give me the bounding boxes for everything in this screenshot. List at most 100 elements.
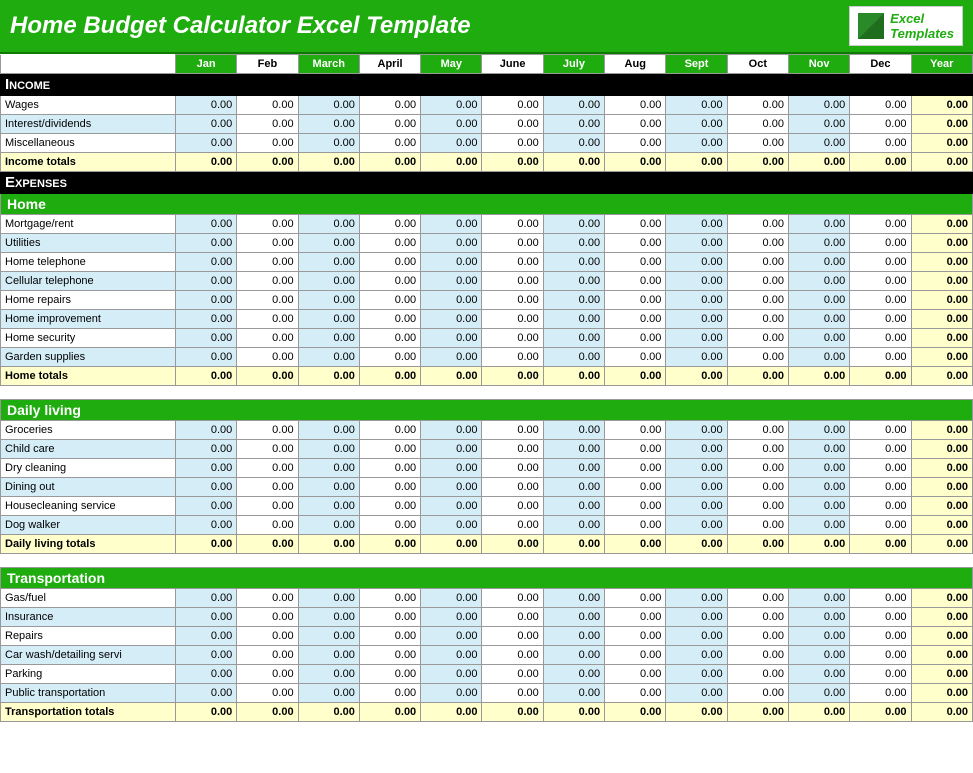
cell[interactable]: 0.00 <box>605 348 666 367</box>
cell[interactable]: 0.00 <box>788 516 849 535</box>
cell[interactable]: 0.00 <box>298 234 359 253</box>
cell[interactable]: 0.00 <box>666 348 727 367</box>
cell[interactable]: 0.00 <box>482 684 543 703</box>
row-label[interactable]: Housecleaning service <box>1 497 176 516</box>
cell[interactable]: 0.00 <box>543 215 604 234</box>
cell[interactable]: 0.00 <box>421 115 482 134</box>
cell[interactable]: 0.00 <box>666 115 727 134</box>
cell[interactable]: 0.00 <box>543 665 604 684</box>
cell[interactable]: 0.00 <box>605 253 666 272</box>
cell[interactable]: 0.00 <box>543 478 604 497</box>
cell[interactable]: 0.00 <box>666 459 727 478</box>
cell[interactable]: 0.00 <box>237 291 298 310</box>
cell[interactable]: 0.00 <box>176 253 237 272</box>
cell[interactable]: 0.00 <box>482 329 543 348</box>
cell[interactable]: 0.00 <box>850 348 911 367</box>
cell[interactable]: 0.00 <box>605 115 666 134</box>
cell[interactable]: 0.00 <box>421 134 482 153</box>
cell[interactable]: 0.00 <box>482 627 543 646</box>
cell[interactable]: 0.00 <box>421 459 482 478</box>
cell[interactable]: 0.00 <box>298 665 359 684</box>
cell[interactable]: 0.00 <box>850 253 911 272</box>
row-label[interactable]: Public transportation <box>1 684 176 703</box>
cell[interactable]: 0.00 <box>421 646 482 665</box>
cell[interactable]: 0.00 <box>543 348 604 367</box>
cell[interactable]: 0.00 <box>298 516 359 535</box>
cell[interactable]: 0.00 <box>176 234 237 253</box>
cell[interactable]: 0.00 <box>359 291 420 310</box>
cell[interactable]: 0.00 <box>237 253 298 272</box>
cell[interactable]: 0.00 <box>543 421 604 440</box>
cell[interactable]: 0.00 <box>911 234 972 253</box>
cell[interactable]: 0.00 <box>666 234 727 253</box>
cell[interactable]: 0.00 <box>359 234 420 253</box>
cell[interactable]: 0.00 <box>176 478 237 497</box>
cell[interactable]: 0.00 <box>788 134 849 153</box>
cell[interactable]: 0.00 <box>237 665 298 684</box>
cell[interactable]: 0.00 <box>911 627 972 646</box>
cell[interactable]: 0.00 <box>543 440 604 459</box>
cell[interactable]: 0.00 <box>727 291 788 310</box>
cell[interactable]: 0.00 <box>788 329 849 348</box>
cell[interactable]: 0.00 <box>666 253 727 272</box>
row-label[interactable]: Wages <box>1 96 176 115</box>
cell[interactable]: 0.00 <box>359 329 420 348</box>
cell[interactable]: 0.00 <box>359 96 420 115</box>
cell[interactable]: 0.00 <box>421 421 482 440</box>
cell[interactable]: 0.00 <box>850 134 911 153</box>
row-label[interactable]: Mortgage/rent <box>1 215 176 234</box>
cell[interactable]: 0.00 <box>237 608 298 627</box>
cell[interactable]: 0.00 <box>788 627 849 646</box>
cell[interactable]: 0.00 <box>298 646 359 665</box>
cell[interactable]: 0.00 <box>788 291 849 310</box>
cell[interactable]: 0.00 <box>421 291 482 310</box>
cell[interactable]: 0.00 <box>666 310 727 329</box>
cell[interactable]: 0.00 <box>298 348 359 367</box>
cell[interactable]: 0.00 <box>788 684 849 703</box>
cell[interactable]: 0.00 <box>359 215 420 234</box>
cell[interactable]: 0.00 <box>666 478 727 497</box>
cell[interactable]: 0.00 <box>605 497 666 516</box>
cell[interactable]: 0.00 <box>421 96 482 115</box>
cell[interactable]: 0.00 <box>421 516 482 535</box>
row-label[interactable]: Garden supplies <box>1 348 176 367</box>
cell[interactable]: 0.00 <box>605 310 666 329</box>
cell[interactable]: 0.00 <box>666 134 727 153</box>
cell[interactable]: 0.00 <box>359 684 420 703</box>
cell[interactable]: 0.00 <box>237 96 298 115</box>
row-label[interactable]: Interest/dividends <box>1 115 176 134</box>
cell[interactable]: 0.00 <box>359 646 420 665</box>
row-label[interactable]: Child care <box>1 440 176 459</box>
cell[interactable]: 0.00 <box>788 421 849 440</box>
row-label[interactable]: Cellular telephone <box>1 272 176 291</box>
cell[interactable]: 0.00 <box>298 478 359 497</box>
cell[interactable]: 0.00 <box>176 459 237 478</box>
cell[interactable]: 0.00 <box>237 134 298 153</box>
cell[interactable]: 0.00 <box>359 115 420 134</box>
cell[interactable]: 0.00 <box>298 329 359 348</box>
cell[interactable]: 0.00 <box>543 627 604 646</box>
cell[interactable]: 0.00 <box>788 497 849 516</box>
cell[interactable]: 0.00 <box>850 310 911 329</box>
cell[interactable]: 0.00 <box>298 440 359 459</box>
cell[interactable]: 0.00 <box>850 115 911 134</box>
cell[interactable]: 0.00 <box>850 459 911 478</box>
cell[interactable]: 0.00 <box>359 608 420 627</box>
cell[interactable]: 0.00 <box>176 665 237 684</box>
cell[interactable]: 0.00 <box>176 272 237 291</box>
cell[interactable]: 0.00 <box>666 291 727 310</box>
cell[interactable]: 0.00 <box>666 96 727 115</box>
cell[interactable]: 0.00 <box>237 310 298 329</box>
cell[interactable]: 0.00 <box>176 348 237 367</box>
cell[interactable]: 0.00 <box>237 497 298 516</box>
cell[interactable]: 0.00 <box>482 646 543 665</box>
cell[interactable]: 0.00 <box>298 497 359 516</box>
cell[interactable]: 0.00 <box>605 646 666 665</box>
cell[interactable]: 0.00 <box>482 215 543 234</box>
cell[interactable]: 0.00 <box>298 96 359 115</box>
cell[interactable]: 0.00 <box>298 310 359 329</box>
row-label[interactable]: Gas/fuel <box>1 589 176 608</box>
cell[interactable]: 0.00 <box>850 497 911 516</box>
cell[interactable]: 0.00 <box>727 684 788 703</box>
cell[interactable]: 0.00 <box>237 329 298 348</box>
